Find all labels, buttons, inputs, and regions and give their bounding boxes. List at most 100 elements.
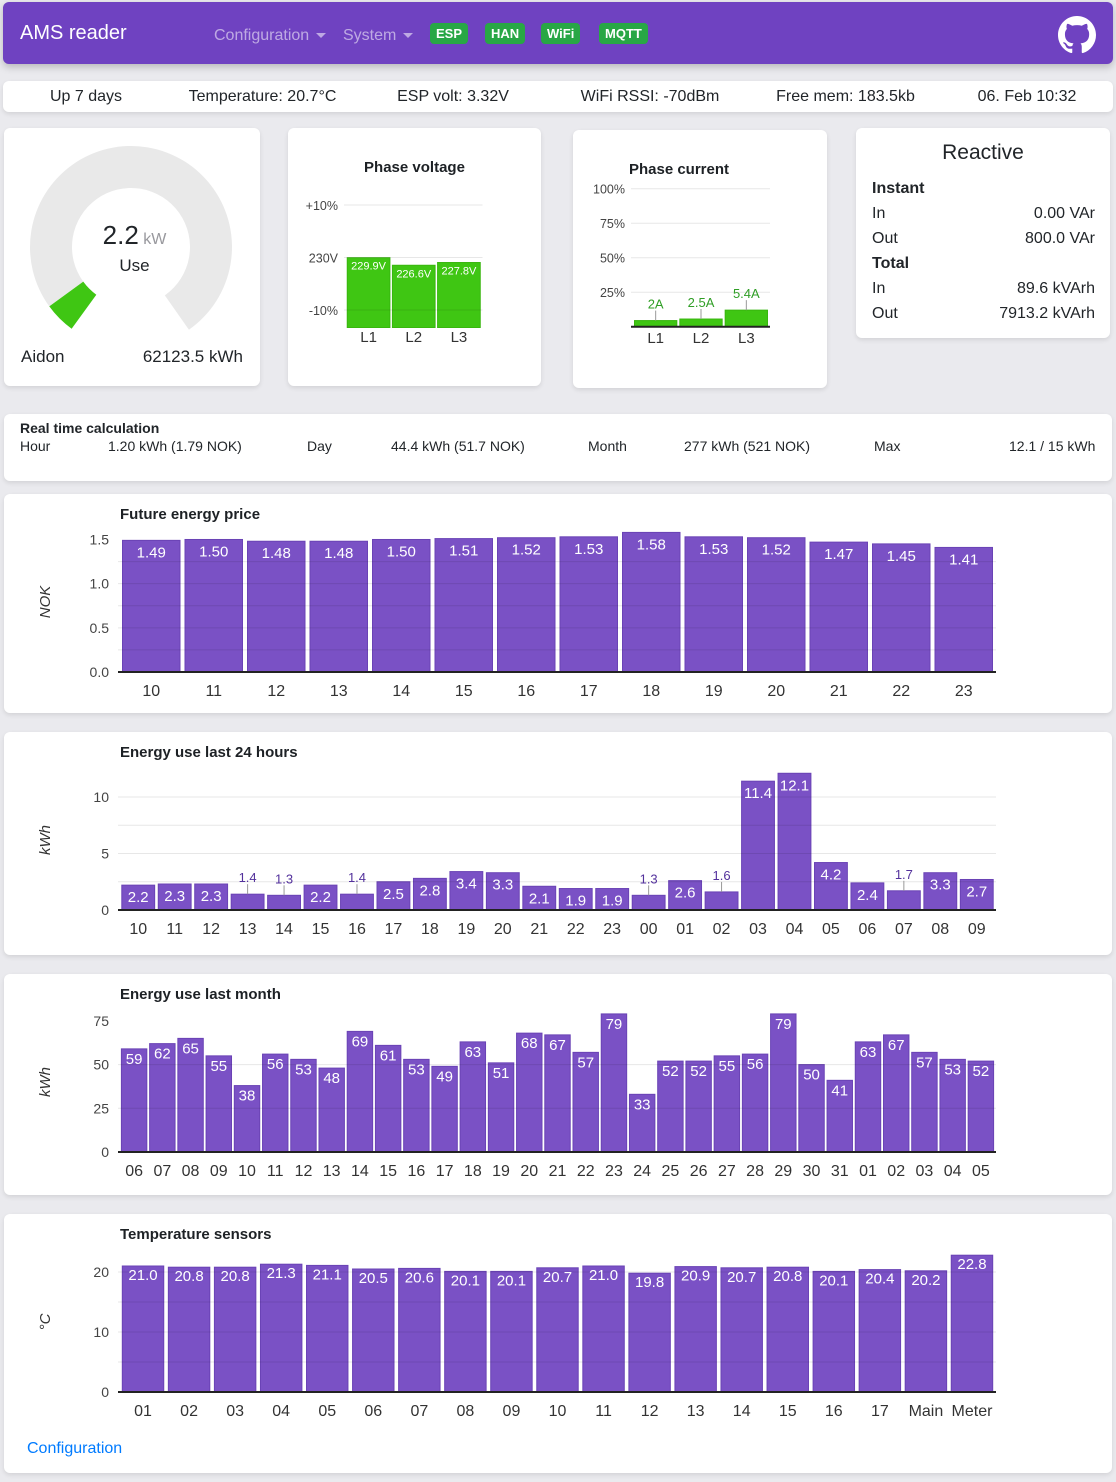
bar (872, 543, 931, 673)
bar (352, 1268, 395, 1393)
x-tick-label: 18 (464, 1163, 482, 1180)
x-tick-label: 09 (968, 921, 986, 938)
bar-value-label: 2.2 (128, 889, 149, 906)
y-tick-label: 0.5 (90, 620, 110, 636)
menu-system[interactable]: System (343, 27, 414, 45)
bar-value-label: 11.4 (744, 785, 772, 802)
realtime-value-max: 12.1 / 15 kWh (1009, 438, 1096, 454)
reactive-section-total: Total (872, 255, 910, 272)
x-tick-label: 28 (746, 1163, 764, 1180)
x-tick-label: Main (909, 1403, 944, 1420)
y-tick-label: 1.0 (90, 576, 110, 592)
bar-value-label: 50 (803, 1067, 820, 1084)
bar-value-label: 20.7 (543, 1269, 572, 1286)
x-tick-label: 04 (272, 1403, 290, 1420)
x-tick-label: 05 (972, 1163, 990, 1180)
bar-value-label: 2A (648, 297, 664, 312)
bar (318, 1067, 345, 1153)
bar (923, 872, 958, 911)
bar-value-label: 61 (380, 1047, 397, 1064)
x-tick-label: 03 (916, 1163, 934, 1180)
energy-24h-chart: 0510kWh102.2112.3122.3131.4141.3152.2161… (37, 772, 996, 938)
bar (850, 882, 885, 911)
price-chart-card: Future energy price 0.0 0.5 1.0 1.5 NOK 10 1.4… (4, 494, 1112, 713)
bar (431, 1065, 458, 1153)
y-tick-label: 20 (93, 1264, 109, 1280)
github-icon[interactable] (1058, 16, 1096, 54)
y-tick-label: 230V (309, 252, 339, 266)
x-tick-label: 02 (887, 1163, 905, 1180)
y-tick-label: 0.0 (90, 664, 110, 680)
x-tick-label: 15 (455, 683, 473, 700)
x-tick-label: 19 (457, 921, 475, 938)
bar (391, 264, 436, 328)
bar (814, 862, 848, 911)
bar-value-label: 20.1 (451, 1272, 480, 1289)
x-tick-label: 01 (676, 921, 694, 938)
x-tick-label: 07 (153, 1163, 171, 1180)
bar-value-label: 1.58 (637, 536, 666, 553)
phase-current-chart: 25% 50% 75% 100% L1 2A L2 2.5A L3 5.4A (593, 183, 770, 347)
bar (684, 536, 743, 673)
bar (600, 1013, 628, 1153)
configuration-link[interactable]: Configuration (27, 1440, 123, 1457)
bar (122, 539, 181, 673)
bar (622, 531, 681, 673)
y-tick-label: 5 (101, 846, 109, 862)
bar-value-label: 1.48 (262, 545, 291, 562)
bar-value-label: 1.3 (275, 871, 293, 886)
realtime-label-month: Month (588, 438, 627, 454)
y-tick-label: 25 (93, 1100, 109, 1116)
temperature-chart-card: Temperature sensors 0 10 20 °C 01 21.0 02 20.8 0… (4, 1214, 1112, 1473)
chart-title: Energy use last month (120, 986, 281, 1003)
menu-configuration[interactable]: Configuration (214, 27, 327, 45)
y-axis-label: NOK (37, 585, 54, 619)
bar (668, 880, 703, 911)
bar-value-label: 1.9 (565, 893, 586, 910)
app-title[interactable]: AMS reader (20, 22, 127, 44)
bar (437, 262, 481, 329)
x-tick-label: 12 (641, 1403, 659, 1420)
chevron-down-icon (316, 33, 327, 38)
x-tick-label: 06 (364, 1403, 382, 1420)
x-tick-label: 20 (520, 1163, 538, 1180)
y-axis-label: °C (37, 1313, 54, 1330)
bar-value-label: 62 (154, 1046, 171, 1063)
bar-value-label: 69 (352, 1033, 369, 1050)
bar (247, 540, 306, 673)
bar-value-label: 20.2 (911, 1272, 940, 1289)
x-tick-label: 18 (421, 921, 439, 938)
reactive-row-value: 0.00 VAr (1033, 205, 1095, 222)
bar-value-label: 3.3 (930, 877, 951, 894)
bar-value-label: 4.2 (821, 867, 842, 884)
bar-value-label: 227.8V (441, 266, 477, 278)
bar-value-label: 12.1 (780, 777, 809, 794)
status-esp-volt: ESP volt: 3.32V (397, 87, 509, 105)
bar (346, 1030, 374, 1153)
bar (167, 1266, 211, 1393)
bar-value-label: 1.41 (949, 551, 978, 568)
bar-value-label: 56 (267, 1056, 284, 1073)
x-tick-label: 10 (142, 683, 160, 700)
bar-value-label: 229.9V (351, 261, 387, 273)
bar (939, 1058, 966, 1153)
x-tick-label: 14 (351, 1163, 369, 1180)
bar-value-label: 65 (182, 1040, 199, 1057)
x-tick-label: 16 (517, 683, 535, 700)
bar-value-label: 19.8 (635, 1274, 664, 1291)
bar (290, 1058, 317, 1153)
bar-value-label: 1.52 (762, 542, 791, 559)
bar (121, 1265, 165, 1393)
x-tick-label: 11 (205, 683, 222, 700)
bar (628, 1272, 671, 1393)
bar-value-label: 41 (831, 1082, 848, 1099)
bar-value-label: 1.51 (449, 543, 478, 560)
bar-value-label: 1.52 (512, 542, 541, 559)
status-wifi-rssi: WiFi RSSI: -70dBm (580, 87, 720, 105)
bar-value-label: 2.6 (675, 885, 696, 902)
x-tick-label: 09 (210, 1163, 228, 1180)
realtime-label-day: Day (307, 438, 332, 454)
bar-value-label: 1.50 (199, 543, 228, 560)
menu-configuration-label: Configuration (214, 27, 310, 44)
x-tick-label: 12 (202, 921, 220, 938)
